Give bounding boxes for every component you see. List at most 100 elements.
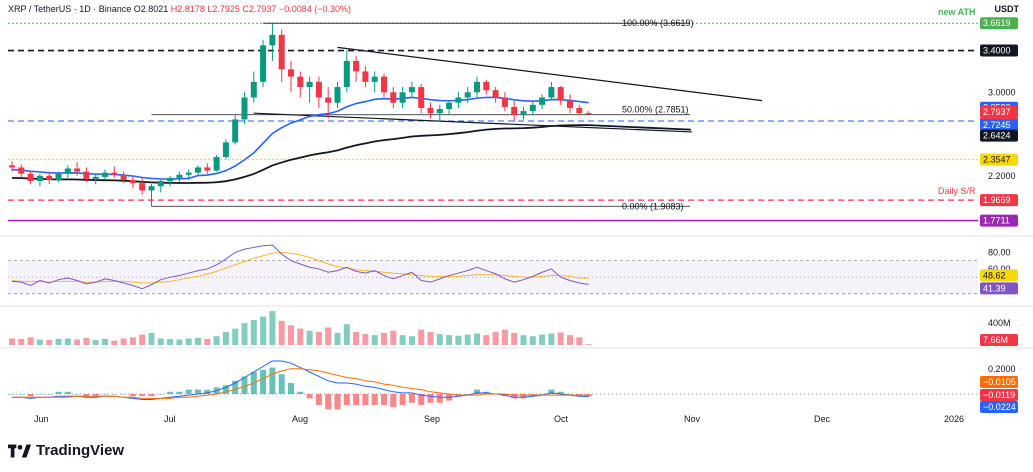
volume-tag-label: 7.66M xyxy=(983,335,1008,345)
candle-body xyxy=(399,92,406,103)
candle-body xyxy=(129,179,136,184)
macd-tick-label: 0.2000 xyxy=(988,364,1016,374)
macd-histogram-bar xyxy=(362,394,369,405)
macd-histogram-bar xyxy=(185,389,192,394)
volume-bar xyxy=(120,338,127,345)
candle-body xyxy=(241,97,248,120)
volume-bar xyxy=(557,332,564,345)
volume-bar xyxy=(241,323,248,345)
candle-body xyxy=(408,87,415,93)
symbol-label: XRP / TetherUS · 1D · Binance xyxy=(8,4,132,14)
price-tag-label: 2.7937 xyxy=(983,107,1011,117)
macd-histogram-bar xyxy=(139,394,146,397)
macd-histogram-bar xyxy=(148,394,155,397)
tradingview-logo-icon xyxy=(8,444,32,457)
macd-histogram-bar xyxy=(399,394,406,405)
price-tag xyxy=(980,214,1018,227)
macd-histogram-bar xyxy=(46,394,53,395)
macd-histogram-bar xyxy=(390,394,397,408)
candle-body xyxy=(334,87,341,103)
volume-bar xyxy=(102,338,108,345)
volume-bar xyxy=(390,330,397,345)
candle-body xyxy=(492,90,499,98)
volume-bar xyxy=(501,329,508,345)
volume-bar xyxy=(529,336,536,345)
volume-bar xyxy=(92,340,99,345)
candle-body xyxy=(297,76,304,88)
candle-body xyxy=(204,167,211,171)
macd-histogram-bar xyxy=(567,394,573,395)
volume-bar xyxy=(464,334,471,345)
candle-body xyxy=(325,97,332,103)
macd-histogram-bar xyxy=(585,394,592,397)
candle-body xyxy=(585,113,592,115)
candle-body xyxy=(269,34,276,46)
macd-tag xyxy=(980,389,1018,401)
candle-body xyxy=(353,60,360,72)
volume-bar xyxy=(474,333,480,345)
price-tag-label: 3.4000 xyxy=(983,46,1011,56)
volume-bar xyxy=(213,336,220,345)
macd-histogram-bar xyxy=(371,394,378,405)
macd-histogram-bar xyxy=(92,394,99,397)
fib-0-label: 0.00% (1.9083) xyxy=(622,201,684,211)
macd-histogram-bar xyxy=(55,391,62,394)
volume-bar xyxy=(139,334,146,345)
fib-50-label: 50.00% (2.7851) xyxy=(622,105,689,115)
macd-histogram-bar xyxy=(36,394,43,395)
candle-body xyxy=(548,87,555,98)
volume-bar xyxy=(362,334,369,345)
volume-bar xyxy=(492,331,499,345)
low-value: L2.7925 xyxy=(207,4,240,14)
macd-histogram-bar xyxy=(27,394,34,397)
volume-bar xyxy=(297,328,304,345)
ema-slow-line xyxy=(11,124,691,184)
macd-histogram-bar xyxy=(315,394,322,405)
macd-histogram-bar xyxy=(120,394,127,395)
candle-body xyxy=(213,157,220,171)
candle-body xyxy=(539,97,546,105)
price-tick-label: 2.2000 xyxy=(988,171,1016,181)
triangle-upper-line xyxy=(337,46,763,102)
volume-tick-label: 400M xyxy=(988,318,1011,328)
time-axis-label: Jun xyxy=(34,414,49,424)
macd-histogram-bar xyxy=(111,394,118,395)
time-axis-label: Oct xyxy=(554,414,569,424)
candle-body xyxy=(185,172,192,175)
macd-histogram-bar xyxy=(232,380,239,394)
macd-histogram-bar xyxy=(297,391,304,394)
macd-tag xyxy=(980,376,1018,388)
volume-bar xyxy=(548,333,555,345)
volume-bar xyxy=(55,338,62,345)
candle-body xyxy=(260,45,267,82)
volume-bar xyxy=(334,332,341,345)
time-axis-label: Sep xyxy=(424,414,440,424)
macd-histogram-bar xyxy=(520,394,527,399)
tradingview-logo[interactable]: TradingView xyxy=(8,442,124,459)
price-tag-label: 2.6424 xyxy=(983,131,1011,141)
price-tag xyxy=(980,119,1018,132)
macd-histogram-bar xyxy=(9,394,15,395)
symbol-header[interactable]: XRP / TetherUS · 1D · Binance O2.8021 H2… xyxy=(8,4,351,14)
macd-histogram-bar xyxy=(306,394,313,399)
candle-body xyxy=(306,81,313,88)
candle-body xyxy=(120,174,127,180)
candle-body xyxy=(74,168,81,172)
time-axis-label: Aug xyxy=(292,414,308,424)
rsi-tag-label: 48.62 xyxy=(983,270,1006,280)
rsi-tick-label: 60.00 xyxy=(988,264,1011,274)
macd-histogram-bar xyxy=(74,394,81,395)
rsi-ma-line xyxy=(11,251,589,284)
macd-histogram-bar xyxy=(353,394,360,405)
price-tag xyxy=(980,17,1018,30)
price-tag xyxy=(980,194,1018,207)
price-tag-label: 2.3547 xyxy=(983,155,1011,165)
candle-body xyxy=(36,175,43,182)
candle-body xyxy=(157,181,164,187)
candle-body xyxy=(315,81,322,98)
volume-bar xyxy=(408,336,415,345)
volume-bar xyxy=(288,325,294,345)
volume-bar xyxy=(204,338,211,345)
volume-bar xyxy=(157,338,164,345)
